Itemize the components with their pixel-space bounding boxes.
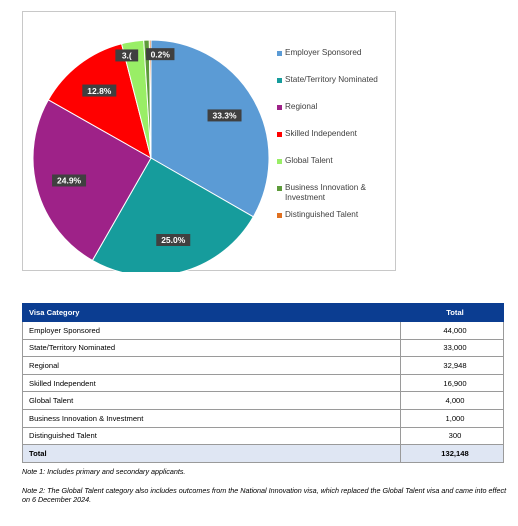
header-visa-category: Visa Category bbox=[22, 303, 401, 322]
legend-swatch bbox=[277, 50, 282, 56]
table-row: Regional 32,948 bbox=[22, 356, 504, 375]
legend-label: Regional bbox=[285, 102, 318, 111]
legend-item: Distinguished Talent bbox=[277, 210, 395, 237]
row-total: 1,000 bbox=[400, 408, 504, 428]
row-total: 44,000 bbox=[400, 321, 504, 340]
row-total: 300 bbox=[400, 426, 504, 446]
svg-text:33.3%: 33.3% bbox=[212, 111, 237, 121]
legend-swatch bbox=[277, 131, 282, 137]
pie-data-label: 3.( bbox=[115, 49, 139, 62]
row-category: Business Innovation & Investment bbox=[22, 408, 401, 428]
legend-label: Skilled Independent bbox=[285, 129, 357, 138]
legend-swatch bbox=[277, 185, 282, 191]
table-body: Employer Sponsored 44,000 State/Territory … bbox=[22, 321, 504, 446]
row-category: Skilled Independent bbox=[22, 373, 401, 393]
pie-data-label: 24.9% bbox=[52, 174, 87, 187]
row-total: 33,000 bbox=[400, 338, 504, 358]
table-row: Global Talent 4,000 bbox=[22, 391, 504, 410]
row-category: Employer Sponsored bbox=[22, 321, 401, 340]
row-category: Distinguished Talent bbox=[22, 426, 401, 446]
legend-item: Regional bbox=[277, 102, 395, 129]
row-total: 4,000 bbox=[400, 391, 504, 410]
svg-text:24.9%: 24.9% bbox=[57, 176, 82, 186]
chart-legend: Employer Sponsored State/Territory Nomina… bbox=[277, 48, 395, 237]
pie-data-label: 33.3% bbox=[207, 109, 242, 122]
pie-data-label: 12.8% bbox=[82, 84, 117, 97]
legend-item: Skilled Independent bbox=[277, 129, 395, 156]
svg-text:0.2%: 0.2% bbox=[151, 49, 171, 59]
legend-label: State/Territory Nominated bbox=[285, 75, 378, 84]
legend-label: Global Talent bbox=[285, 156, 333, 165]
pie-slice bbox=[148, 39, 152, 159]
legend-swatch bbox=[277, 77, 282, 83]
pie-data-label: 0.2% bbox=[146, 48, 175, 61]
row-category: State/Territory Nominated bbox=[22, 338, 401, 358]
pie-slice bbox=[91, 157, 255, 272]
legend-swatch bbox=[277, 104, 282, 110]
table-header-row: Visa Category Total bbox=[22, 303, 504, 322]
table-row: Employer Sponsored 44,000 bbox=[22, 321, 504, 340]
total-value: 132,148 bbox=[400, 444, 504, 463]
row-category: Regional bbox=[22, 356, 401, 375]
legend-item: Employer Sponsored bbox=[277, 48, 395, 75]
row-category: Global Talent bbox=[22, 391, 401, 410]
header-total: Total bbox=[400, 303, 504, 322]
pie-data-label: 25.0% bbox=[156, 233, 191, 246]
table-row: Distinguished Talent 300 bbox=[22, 426, 504, 446]
visa-table: Visa Category Total Employer Sponsored 44… bbox=[22, 303, 504, 463]
table-row: Business Innovation & Investment 1,000 bbox=[22, 408, 504, 428]
pie-slice bbox=[32, 99, 152, 262]
legend-label: Business Innovation & Investment bbox=[285, 183, 367, 202]
legend-label: Distinguished Talent bbox=[285, 210, 359, 219]
row-total: 16,900 bbox=[400, 373, 504, 393]
svg-text:12.8%: 12.8% bbox=[87, 86, 112, 96]
legend-item: Business Innovation & Investment bbox=[277, 183, 395, 210]
table-row: State/Territory Nominated 33,000 bbox=[22, 338, 504, 358]
legend-swatch bbox=[277, 212, 282, 218]
svg-text:25.0%: 25.0% bbox=[161, 235, 186, 245]
table-row: Skilled Independent 16,900 bbox=[22, 373, 504, 393]
legend-label: Employer Sponsored bbox=[285, 48, 362, 57]
table-total-row: Total 132,148 bbox=[22, 444, 504, 463]
legend-item: State/Territory Nominated bbox=[277, 75, 395, 102]
note-2: Note 2: The Global Talent category also … bbox=[22, 486, 507, 504]
pie-slice bbox=[150, 39, 270, 218]
legend-swatch bbox=[277, 158, 282, 164]
svg-text:3.(: 3.( bbox=[122, 51, 132, 61]
legend-item: Global Talent bbox=[277, 156, 395, 183]
pie-slice bbox=[47, 43, 152, 160]
total-label: Total bbox=[22, 444, 401, 463]
row-total: 32,948 bbox=[400, 356, 504, 375]
pie-chart-frame: 33.3% 25.0% 24.9% 12.8% 3.( 0.2% Employer Spo… bbox=[22, 11, 396, 272]
note-1: Note 1: Includes primary and secondary a… bbox=[22, 467, 186, 476]
pie-chart: 33.3% 25.0% 24.9% 12.8% 3.( 0.2% bbox=[32, 39, 270, 272]
